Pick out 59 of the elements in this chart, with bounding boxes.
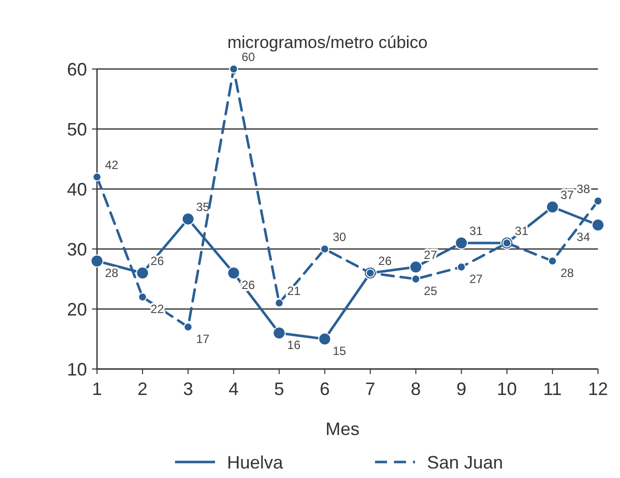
x-tick-label: 1	[92, 379, 102, 399]
data-label: 31	[469, 224, 484, 238]
point	[182, 212, 195, 226]
y-tick-label: 40	[66, 179, 87, 200]
data-label: 16	[287, 338, 301, 352]
x-tick-label: 5	[274, 379, 284, 399]
x-tick-label: 4	[228, 379, 239, 399]
data-label: 27	[469, 272, 484, 286]
point	[456, 262, 466, 272]
x-tick-label: 11	[543, 379, 562, 399]
x-axis-title: Mes	[325, 419, 360, 439]
point	[409, 260, 422, 274]
data-label: 35	[196, 200, 210, 214]
point	[318, 332, 332, 346]
data-label: 42	[105, 158, 119, 172]
data-label: 30	[332, 230, 346, 244]
x-tick-label: 3	[183, 379, 194, 399]
data-label: 34	[576, 230, 590, 244]
y-tick-label: 30	[66, 239, 87, 260]
data-label: 21	[287, 284, 301, 298]
data-label: 60	[242, 50, 256, 64]
data-label: 28	[105, 266, 119, 280]
data-label: 27	[424, 248, 438, 262]
x-tick-label: 10	[496, 379, 517, 399]
point	[592, 218, 604, 232]
y-tick-label: 50	[66, 119, 87, 140]
point	[320, 244, 330, 254]
y-tick-label: 10	[66, 359, 87, 380]
x-tick-label: 12	[588, 379, 608, 399]
data-label: 37	[560, 188, 574, 202]
point	[229, 64, 238, 74]
x-tick-label: 8	[410, 379, 421, 399]
point	[274, 298, 284, 308]
point	[411, 274, 420, 284]
point	[136, 266, 150, 280]
x-tick-label: 9	[456, 379, 466, 399]
point	[138, 292, 148, 302]
point	[546, 200, 559, 214]
data-label: 15	[332, 344, 346, 358]
point	[227, 266, 240, 280]
legend-label: Huelva	[227, 452, 284, 472]
point	[594, 196, 602, 206]
data-label: 26	[378, 254, 392, 268]
point	[90, 254, 104, 268]
x-tick-label: 7	[365, 379, 376, 399]
chart-title: microgramos/metro cúbico	[227, 33, 428, 52]
point	[92, 172, 102, 182]
y-tick-label: 20	[66, 299, 87, 320]
legend-label: San Juan	[427, 452, 504, 472]
point	[272, 326, 286, 340]
point	[548, 256, 557, 266]
data-label: 28	[560, 266, 574, 280]
data-label: 17	[196, 332, 210, 346]
point	[454, 236, 468, 250]
point	[184, 322, 193, 332]
x-tick-label: 2	[138, 379, 148, 399]
y-tick-label: 60	[66, 59, 87, 80]
x-tick-label: 6	[320, 379, 330, 399]
data-label: 25	[424, 284, 438, 298]
